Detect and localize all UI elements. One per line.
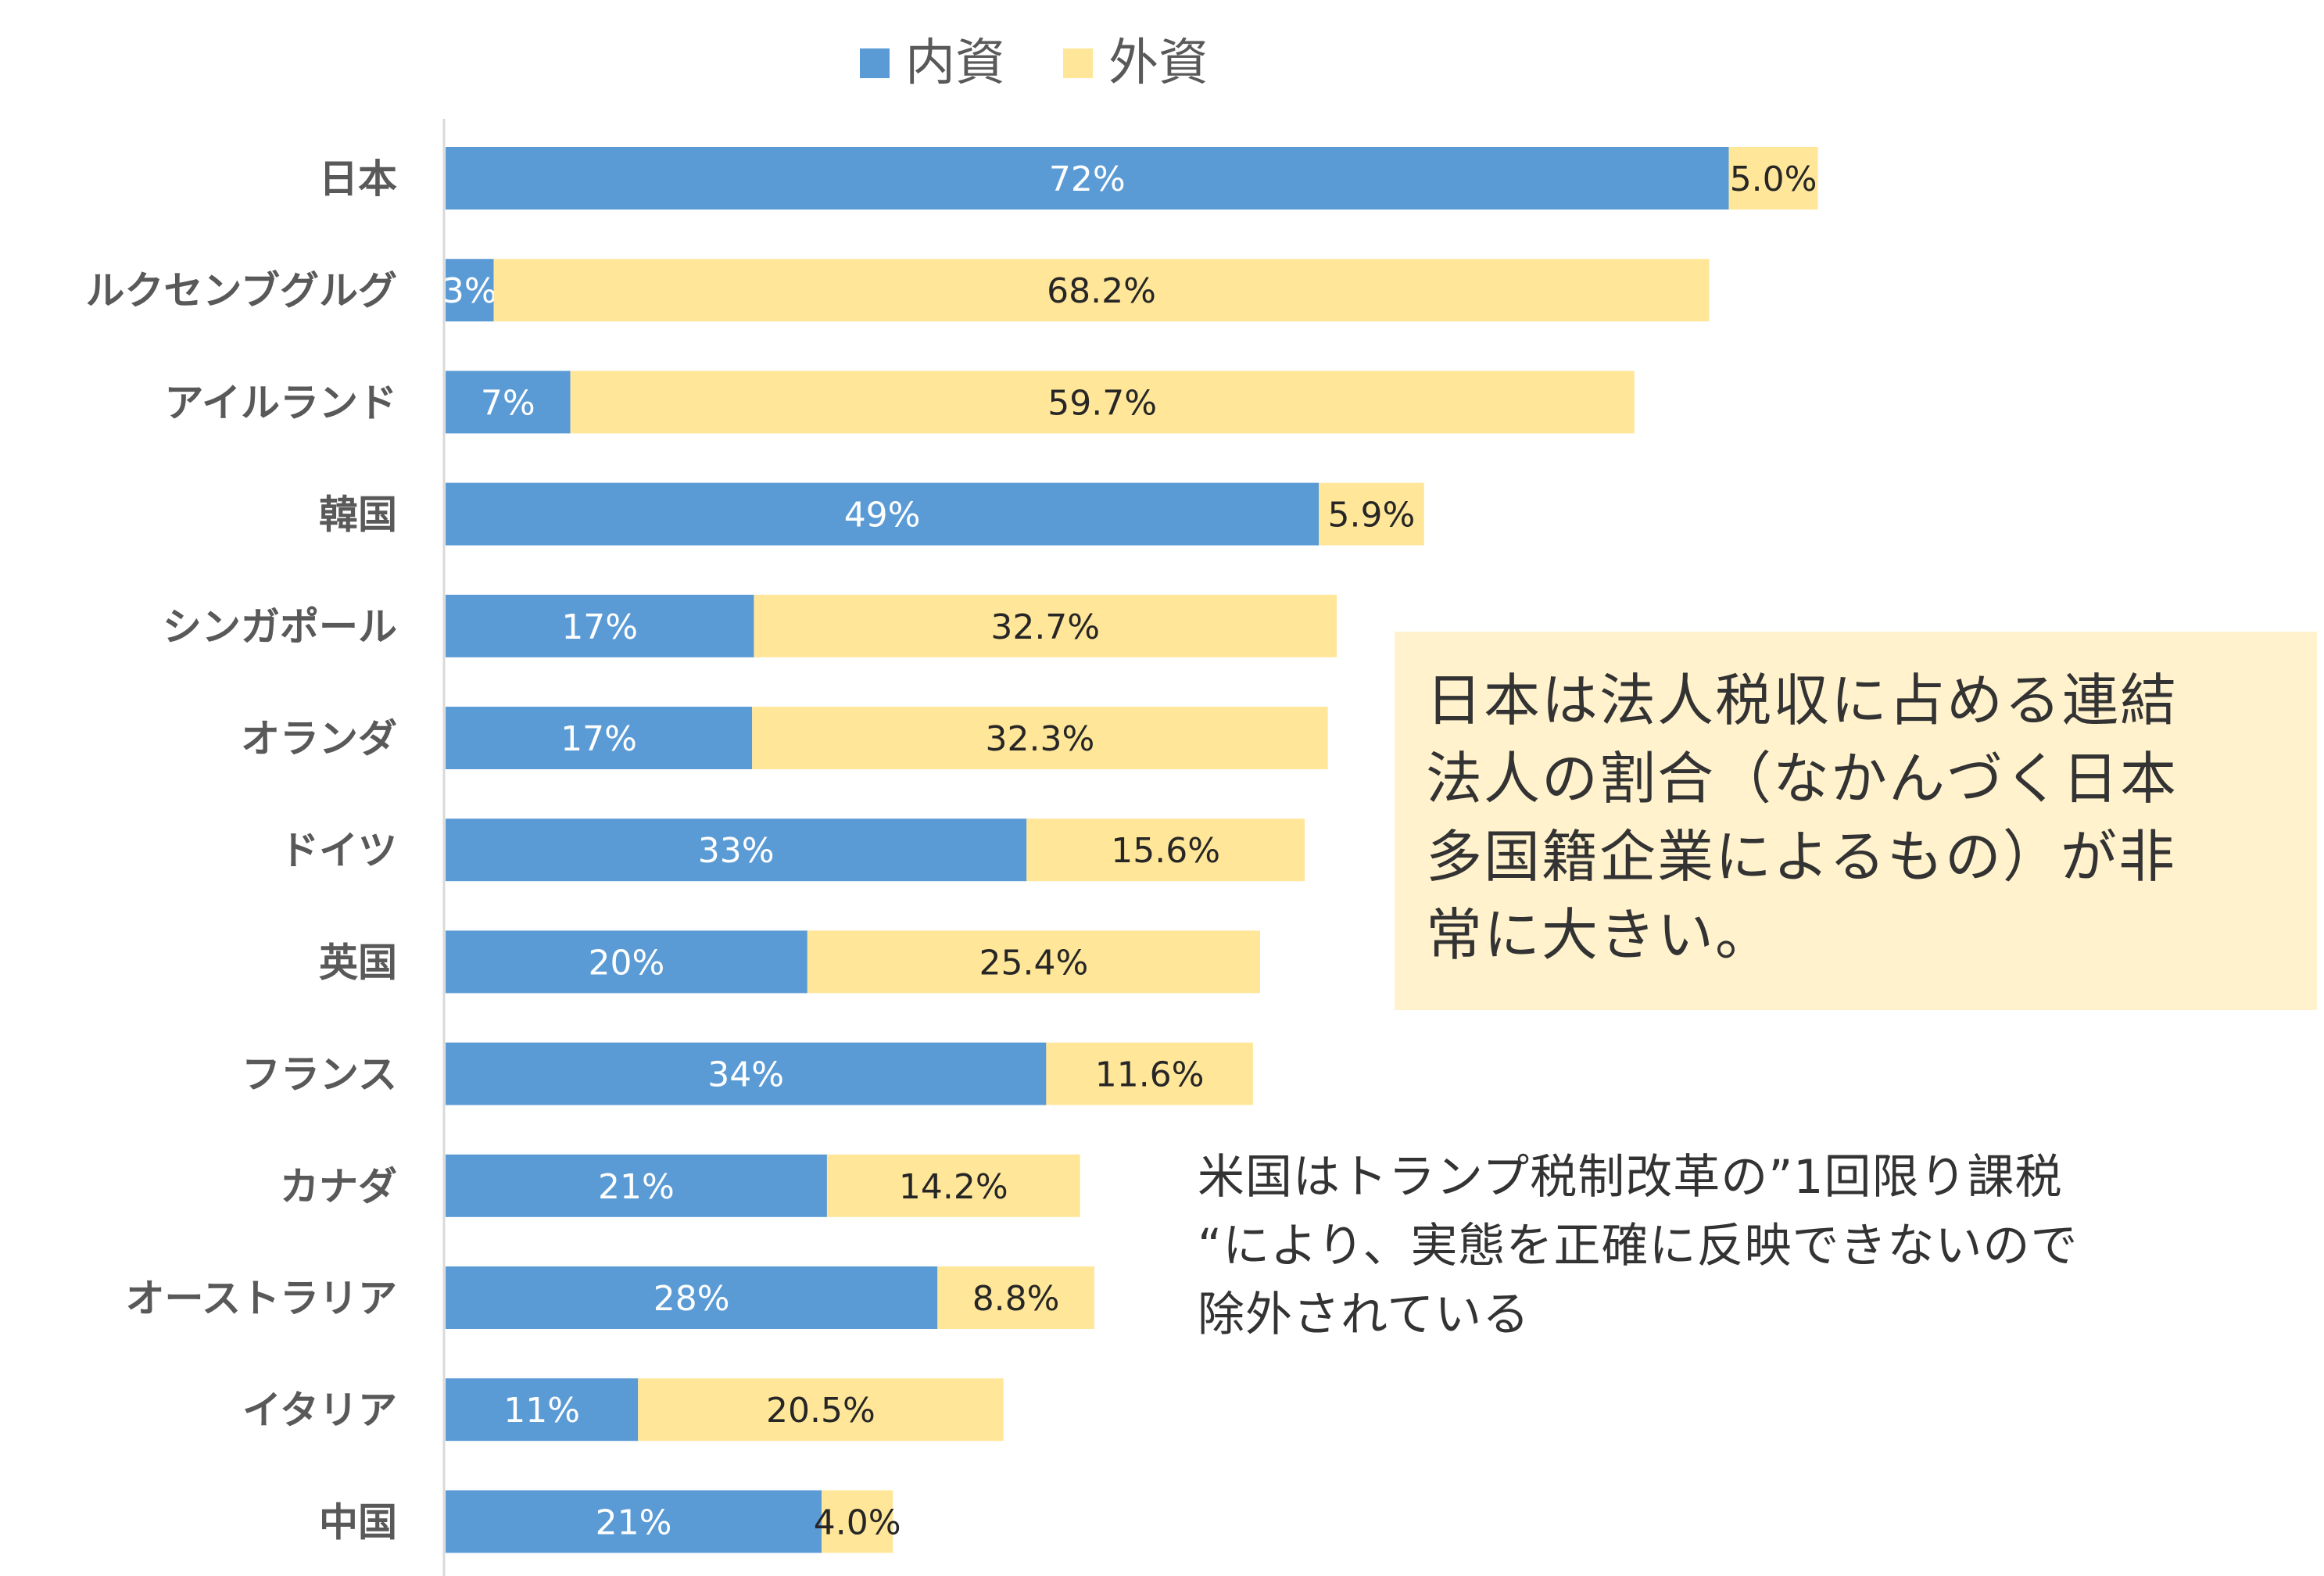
category-label-5: オランダ <box>241 716 397 761</box>
category-label-3: 韓国 <box>319 492 397 538</box>
bar-label-domestic-3: 49% <box>844 496 921 535</box>
bar-label-domestic-7: 20% <box>589 943 665 983</box>
bar-foreign-11 <box>638 1378 1004 1442</box>
category-label-12: 中国 <box>319 1499 397 1545</box>
bar-domestic-11 <box>446 1378 639 1442</box>
bar-label-domestic-0: 72% <box>1049 159 1126 199</box>
bar-label-domestic-4: 17% <box>561 607 638 647</box>
bar-label-foreign-3: 5.9% <box>1328 496 1416 535</box>
category-label-1: ルクセンブグルグ <box>86 268 398 313</box>
category-label-2: アイルランド <box>165 380 398 425</box>
category-labels: 日本ルクセンブグルグアイルランド韓国シンガポールオランダドイツ英国フランスカナダ… <box>86 156 398 1545</box>
bar-label-foreign-6: 15.6% <box>1111 831 1220 871</box>
bar-foreign-0 <box>1728 147 1818 210</box>
bar-label-domestic-1: 3% <box>442 271 497 311</box>
bar-foreign-12 <box>822 1490 893 1553</box>
category-label-6: ドイツ <box>280 828 397 873</box>
category-label-0: 日本 <box>319 156 397 202</box>
bar-domestic-9 <box>446 1154 827 1217</box>
bar-foreign-9 <box>826 1154 1080 1217</box>
bar-label-foreign-12: 4.0% <box>814 1503 901 1542</box>
bar-label-domestic-5: 17% <box>560 719 637 759</box>
bar-label-foreign-8: 11.6% <box>1095 1055 1205 1095</box>
category-label-9: カナダ <box>280 1164 397 1209</box>
bar-label-foreign-5: 32.3% <box>985 719 1094 759</box>
category-label-10: オーストラリア <box>126 1276 398 1321</box>
bar-domestic-10 <box>446 1266 938 1329</box>
bar-label-foreign-1: 68.2% <box>1047 271 1156 311</box>
category-label-11: イタリア <box>242 1388 397 1433</box>
legend-label-1: 外資 <box>1108 34 1209 92</box>
bar-label-foreign-9: 14.2% <box>899 1167 1008 1207</box>
bar-domestic-0 <box>446 147 1729 210</box>
bar-domestic-5 <box>446 707 753 769</box>
bar-foreign-7 <box>807 930 1260 994</box>
bar-foreign-8 <box>1046 1042 1253 1105</box>
bar-label-domestic-9: 21% <box>598 1167 675 1207</box>
category-label-4: シンガポール <box>163 604 397 650</box>
bar-domestic-8 <box>446 1042 1047 1105</box>
bar-label-domestic-11: 11% <box>503 1391 580 1431</box>
bar-foreign-3 <box>1319 482 1424 546</box>
bar-domestic-1 <box>446 259 494 322</box>
legend-swatch-0 <box>860 48 890 78</box>
bar-foreign-6 <box>1026 818 1305 882</box>
bar-label-domestic-2: 7% <box>481 383 535 423</box>
bar-domestic-6 <box>446 818 1027 882</box>
us-exclusion-note: 米国はトランプ税制改革の”1回限り課税 “により、実態を正確に反映できないので … <box>1198 1150 2079 1342</box>
bar-label-domestic-12: 21% <box>596 1503 672 1542</box>
bar-label-foreign-0: 5.0% <box>1730 159 1817 199</box>
legend: 内資 外資 <box>860 34 1209 92</box>
bar-domestic-7 <box>446 930 807 994</box>
bar-foreign-2 <box>570 371 1635 434</box>
japan-annotation: 日本は法人税収に占める連結 法人の割合（なかんづく日本 多国籍企業によるもの）が… <box>1395 632 2317 1010</box>
bars: 72% 5.0% 3% 68.2% 7% 59.7% 49% 5.9% 17% 32.7% 17% 3… <box>442 147 1818 1553</box>
bar-label-foreign-4: 32.7% <box>990 607 1100 647</box>
bar-foreign-4 <box>754 594 1337 657</box>
bar-foreign-1 <box>493 259 1710 322</box>
bar-label-foreign-7: 25.4% <box>979 943 1089 983</box>
bar-label-foreign-2: 59.7% <box>1047 383 1157 423</box>
bar-domestic-12 <box>446 1490 822 1553</box>
bar-label-domestic-10: 28% <box>654 1279 730 1319</box>
bar-label-domestic-8: 34% <box>707 1055 784 1095</box>
bar-domestic-3 <box>446 482 1320 546</box>
bar-label-domestic-6: 33% <box>698 831 775 871</box>
bar-foreign-5 <box>752 707 1328 769</box>
bar-foreign-10 <box>937 1266 1094 1329</box>
legend-label-0: 内資 <box>905 34 1005 92</box>
category-label-7: 英国 <box>319 940 397 985</box>
legend-swatch-1 <box>1063 48 1093 78</box>
bar-domestic-4 <box>446 594 754 657</box>
bar-domestic-2 <box>446 371 571 434</box>
category-label-8: フランス <box>242 1052 397 1098</box>
bar-label-foreign-11: 20.5% <box>766 1391 876 1431</box>
bar-label-foreign-10: 8.8% <box>972 1279 1060 1319</box>
